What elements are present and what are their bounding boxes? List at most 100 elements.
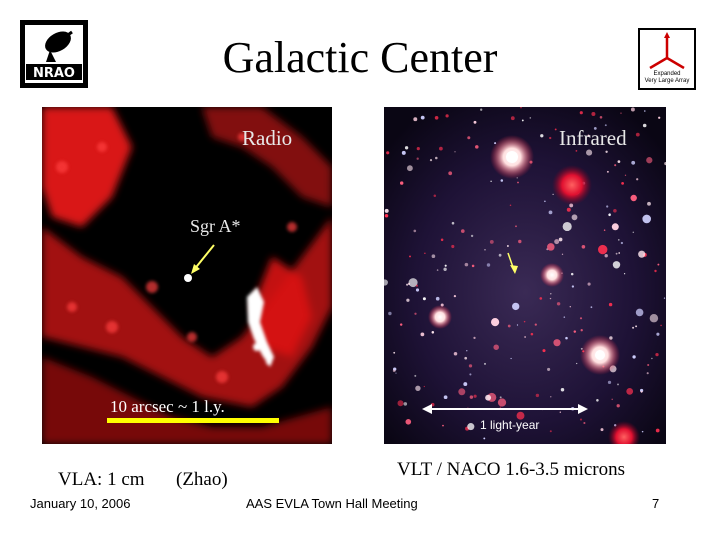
ir-star xyxy=(554,239,560,245)
ir-star xyxy=(547,243,555,251)
ir-star xyxy=(517,181,519,184)
ir-star xyxy=(617,383,619,386)
ir-star xyxy=(416,157,419,160)
ir-star xyxy=(636,178,639,181)
ir-star xyxy=(566,207,571,212)
ir-star xyxy=(624,174,627,176)
ir-star xyxy=(454,151,456,153)
ir-star xyxy=(611,223,619,231)
ir-star xyxy=(641,430,644,433)
ir-star xyxy=(570,272,574,276)
ir-star xyxy=(591,112,596,116)
ir-star xyxy=(606,205,609,208)
ir-star xyxy=(499,406,502,408)
ir-star xyxy=(458,388,466,396)
ir-star xyxy=(657,263,660,266)
ir-star xyxy=(415,284,418,287)
ir-star xyxy=(409,255,411,258)
ir-star xyxy=(560,388,565,392)
ir-star xyxy=(401,150,406,155)
ir-star xyxy=(510,116,515,121)
ir-star xyxy=(473,394,477,398)
ir-star xyxy=(413,117,418,122)
ir-star xyxy=(415,288,420,292)
ir-star xyxy=(540,134,544,138)
ir-star xyxy=(470,234,474,238)
ir-star xyxy=(606,170,609,173)
ir-star xyxy=(542,349,546,353)
ir-star xyxy=(550,293,552,295)
ir-star xyxy=(433,194,437,197)
ir-star xyxy=(512,302,520,311)
ir-star xyxy=(469,373,472,376)
ir-star xyxy=(486,263,491,267)
ir-star xyxy=(549,297,552,300)
footer-event: AAS EVLA Town Hall Meeting xyxy=(246,496,418,511)
ir-star xyxy=(556,302,561,306)
ir-star xyxy=(573,330,577,333)
svg-text:NRAO: NRAO xyxy=(33,66,75,81)
ir-star xyxy=(651,357,653,360)
infrared-scale-label: 1 light-year xyxy=(480,418,540,432)
ir-star xyxy=(408,278,418,288)
ir-star xyxy=(434,115,439,120)
ir-star xyxy=(638,250,646,258)
ir-star xyxy=(586,149,593,156)
ir-star xyxy=(431,331,435,334)
ir-star xyxy=(632,326,635,329)
ir-star xyxy=(516,411,525,420)
ir-star xyxy=(587,134,590,137)
ir-star xyxy=(600,428,604,432)
ir-star xyxy=(466,350,468,352)
ir-star xyxy=(618,252,621,254)
evla-logo: Expanded Very Large Array xyxy=(638,28,696,90)
ir-star xyxy=(464,356,468,360)
ir-star xyxy=(422,297,426,301)
radio-scale-label: 10 arcsec ~ 1 l.y. xyxy=(110,397,225,416)
ir-star xyxy=(608,302,613,307)
ir-star xyxy=(647,201,651,206)
ir-star xyxy=(617,160,621,163)
ir-star xyxy=(612,261,621,269)
ir-star xyxy=(534,323,537,326)
ir-star xyxy=(563,316,566,318)
ir-star xyxy=(544,200,546,203)
ir-star xyxy=(646,372,649,375)
ir-star xyxy=(630,194,637,202)
ir-star xyxy=(393,351,396,354)
ir-star xyxy=(571,285,575,288)
ir-star xyxy=(404,146,409,150)
ir-star xyxy=(632,231,635,234)
ir-star xyxy=(384,279,388,286)
ir-star xyxy=(576,362,578,365)
infrared-caption: VLT / NACO 1.6-3.5 microns xyxy=(397,459,625,480)
ir-star xyxy=(559,411,561,413)
ir-star xyxy=(596,399,599,402)
ir-star xyxy=(656,332,660,336)
ir-star xyxy=(581,245,586,249)
ir-star xyxy=(590,306,593,309)
sgr-a-star-label: Sgr A* xyxy=(190,216,241,236)
ir-star xyxy=(658,116,661,119)
ir-star xyxy=(448,171,453,176)
ir-star xyxy=(491,318,500,327)
ir-star xyxy=(524,336,526,338)
ir-star xyxy=(420,332,425,337)
ir-star xyxy=(615,252,618,255)
ir-star xyxy=(489,239,494,244)
ir-star xyxy=(397,400,404,407)
ir-star xyxy=(464,262,469,267)
radio-image-panel: Radio Sgr A* 10 arcsec ~ 1 l.y. xyxy=(42,107,332,444)
ir-star xyxy=(473,336,476,340)
ir-star xyxy=(414,312,417,315)
ir-star xyxy=(405,418,412,425)
infrared-label: Infrared xyxy=(559,126,627,150)
ir-star xyxy=(630,107,635,112)
ir-star xyxy=(429,159,433,162)
ir-star xyxy=(484,362,486,365)
radio-caption-instrument: VLA: 1 cm xyxy=(58,469,145,490)
radio-label: Radio xyxy=(242,126,293,150)
ir-star xyxy=(642,123,647,128)
ir-star xyxy=(599,116,603,119)
ir-star xyxy=(499,396,502,399)
